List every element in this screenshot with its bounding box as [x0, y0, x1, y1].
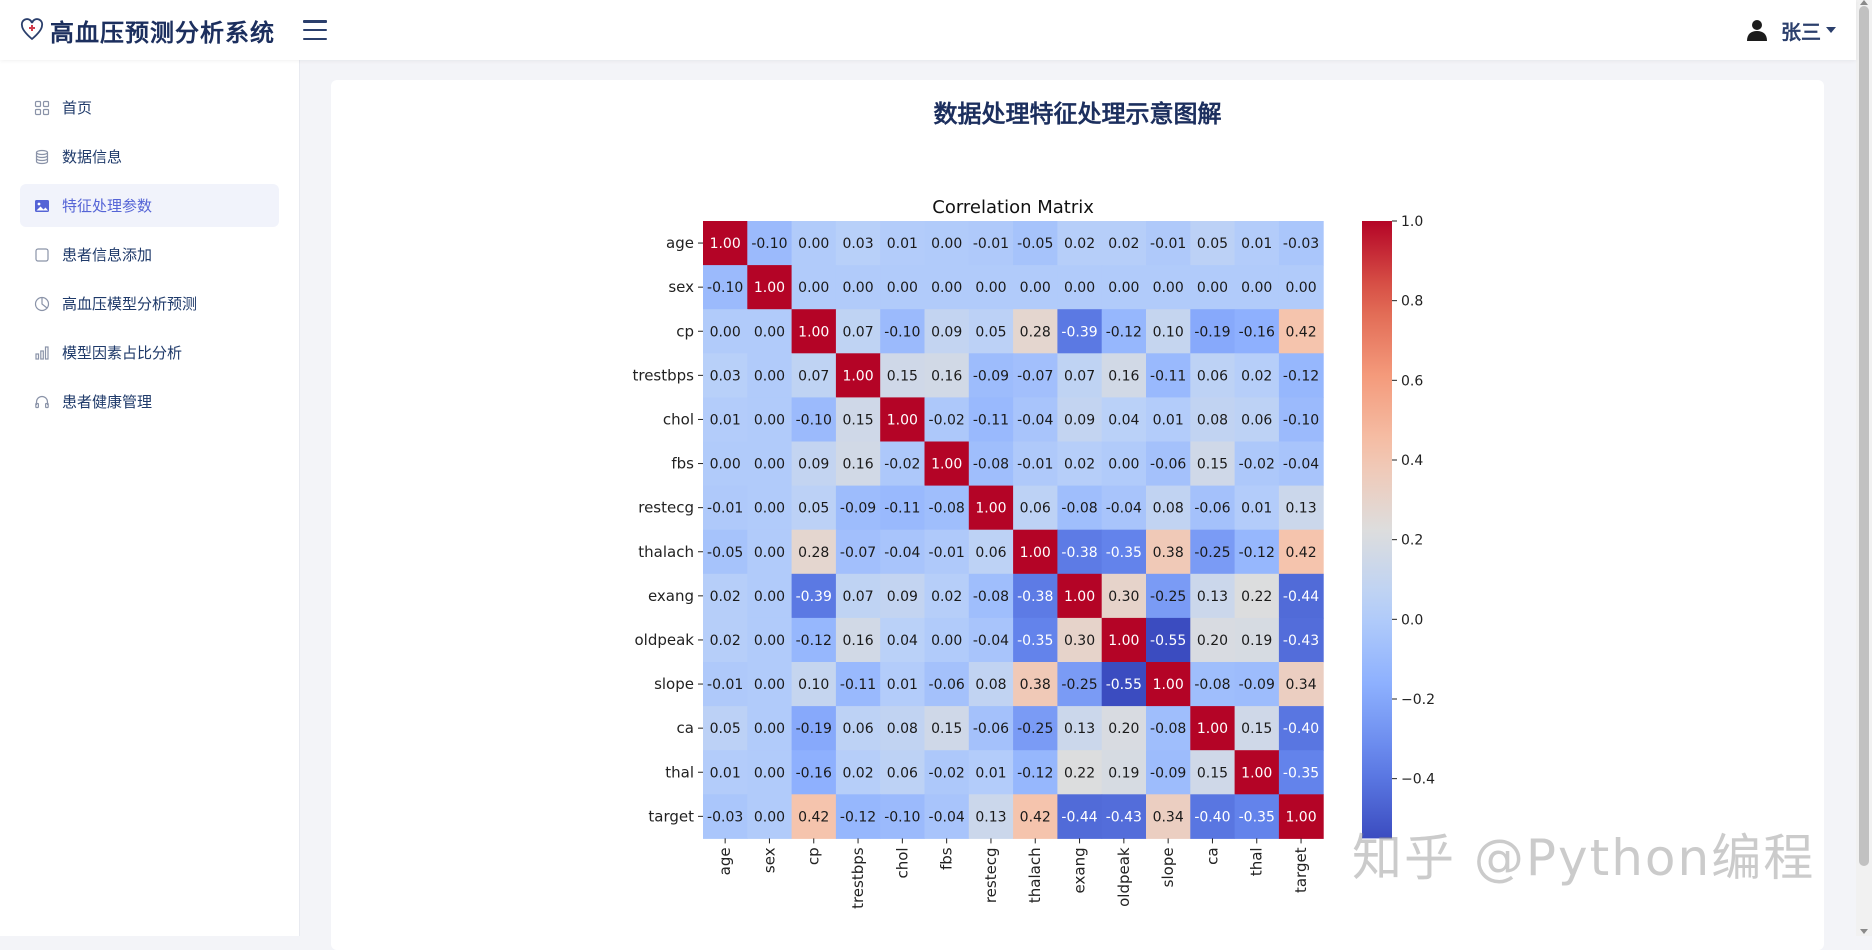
- chevron-down-icon: [1826, 27, 1836, 33]
- scroll-up-arrow[interactable]: [1860, 0, 1868, 5]
- user-icon: [1747, 20, 1767, 41]
- scroll-down-arrow[interactable]: [1860, 929, 1868, 934]
- sidebar-item-label: 高血压模型分析预测: [62, 295, 198, 313]
- image-icon: [35, 199, 49, 212]
- user-menu[interactable]: 张三: [1745, 0, 1836, 60]
- sidebar-item-model-predict[interactable]: 高血压模型分析预测: [20, 282, 279, 325]
- sidebar-item-label: 患者健康管理: [62, 393, 153, 411]
- sidebar-nav: 首页 数据信息 特征处理参数 患者信息添加: [0, 86, 299, 423]
- sidebar-item-label: 特征处理参数: [62, 197, 153, 215]
- checkbox-icon: [35, 247, 49, 262]
- app-title: 高血压预测分析系统: [50, 18, 275, 47]
- sidebar-item-home[interactable]: 首页: [20, 86, 279, 129]
- sidebar: 首页 数据信息 特征处理参数 患者信息添加: [0, 60, 300, 936]
- hamburger-icon[interactable]: [303, 20, 327, 40]
- sidebar-item-label: 患者信息添加: [62, 246, 153, 264]
- bar-chart-icon: [35, 345, 49, 360]
- page-scrollbar[interactable]: [1856, 0, 1872, 936]
- pie-chart-icon: [34, 296, 50, 311]
- watermark: 知乎 @Python编程: [1352, 829, 1816, 887]
- sidebar-item-label: 数据信息: [62, 148, 123, 166]
- sidebar-item-data-info[interactable]: 数据信息: [20, 135, 279, 178]
- scroll-thumb[interactable]: [1859, 6, 1869, 866]
- database-icon: [35, 149, 49, 164]
- sidebar-item-label: 模型因素占比分析: [62, 344, 183, 362]
- sidebar-item-factor-analysis[interactable]: 模型因素占比分析: [20, 331, 279, 374]
- sidebar-item-health-manage[interactable]: 患者健康管理: [20, 380, 279, 423]
- sidebar-item-feature-params[interactable]: 特征处理参数: [20, 184, 279, 227]
- grid-icon: [34, 100, 50, 115]
- top-header: 高血压预测分析系统 张三: [0, 0, 1856, 60]
- user-name: 张三: [1781, 19, 1821, 44]
- sidebar-item-label: 首页: [62, 99, 93, 117]
- sidebar-item-add-patient[interactable]: 患者信息添加: [20, 233, 279, 276]
- brand[interactable]: 高血压预测分析系统: [20, 13, 275, 48]
- heart-stethoscope-icon: [20, 18, 44, 41]
- headset-icon: [35, 395, 49, 408]
- page-title: 数据处理特征处理示意图解: [933, 100, 1222, 128]
